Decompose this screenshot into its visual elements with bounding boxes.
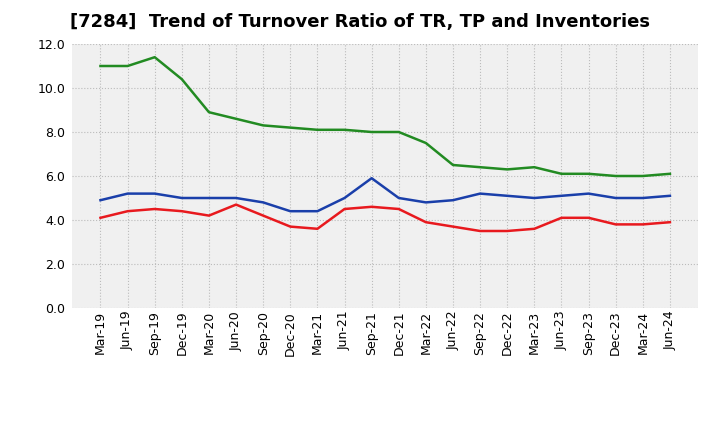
Trade Payables (557, 193, 566, 198)
Trade Receivables (503, 228, 511, 234)
Trade Receivables (530, 226, 539, 231)
Trade Receivables (639, 222, 647, 227)
Trade Receivables (611, 222, 620, 227)
Trade Payables (204, 195, 213, 201)
Inventories (178, 77, 186, 82)
Inventories (367, 129, 376, 135)
Inventories (665, 171, 674, 176)
Trade Payables (150, 191, 159, 196)
Trade Payables (96, 198, 105, 203)
Trade Payables (232, 195, 240, 201)
Inventories (503, 167, 511, 172)
Line: Trade Payables: Trade Payables (101, 178, 670, 211)
Trade Receivables (286, 224, 294, 229)
Inventories (232, 116, 240, 121)
Trade Payables (341, 195, 349, 201)
Inventories (150, 55, 159, 60)
Trade Payables (286, 209, 294, 214)
Trade Payables (611, 195, 620, 201)
Trade Receivables (232, 202, 240, 207)
Inventories (530, 165, 539, 170)
Trade Receivables (341, 206, 349, 212)
Trade Payables (476, 191, 485, 196)
Trade Payables (123, 191, 132, 196)
Line: Trade Receivables: Trade Receivables (101, 205, 670, 231)
Inventories (123, 63, 132, 69)
Inventories (449, 162, 457, 168)
Trade Payables (313, 209, 322, 214)
Trade Payables (395, 195, 403, 201)
Trade Receivables (367, 204, 376, 209)
Inventories (639, 173, 647, 179)
Inventories (341, 127, 349, 132)
Trade Receivables (584, 215, 593, 220)
Trade Receivables (665, 220, 674, 225)
Inventories (421, 140, 430, 146)
Trade Receivables (178, 209, 186, 214)
Trade Receivables (150, 206, 159, 212)
Trade Payables (259, 200, 268, 205)
Trade Receivables (313, 226, 322, 231)
Trade Receivables (204, 213, 213, 218)
Inventories (204, 110, 213, 115)
Trade Payables (178, 195, 186, 201)
Inventories (96, 63, 105, 69)
Trade Payables (665, 193, 674, 198)
Inventories (557, 171, 566, 176)
Inventories (611, 173, 620, 179)
Trade Payables (503, 193, 511, 198)
Trade Payables (421, 200, 430, 205)
Text: [7284]  Trend of Turnover Ratio of TR, TP and Inventories: [7284] Trend of Turnover Ratio of TR, TP… (70, 13, 650, 31)
Trade Receivables (421, 220, 430, 225)
Trade Payables (584, 191, 593, 196)
Trade Payables (449, 198, 457, 203)
Trade Receivables (449, 224, 457, 229)
Trade Receivables (395, 206, 403, 212)
Inventories (395, 129, 403, 135)
Trade Receivables (476, 228, 485, 234)
Trade Receivables (259, 213, 268, 218)
Inventories (286, 125, 294, 130)
Inventories (259, 123, 268, 128)
Trade Payables (367, 176, 376, 181)
Trade Payables (530, 195, 539, 201)
Inventories (584, 171, 593, 176)
Trade Receivables (96, 215, 105, 220)
Line: Inventories: Inventories (101, 57, 670, 176)
Trade Receivables (557, 215, 566, 220)
Trade Payables (639, 195, 647, 201)
Inventories (313, 127, 322, 132)
Trade Receivables (123, 209, 132, 214)
Inventories (476, 165, 485, 170)
